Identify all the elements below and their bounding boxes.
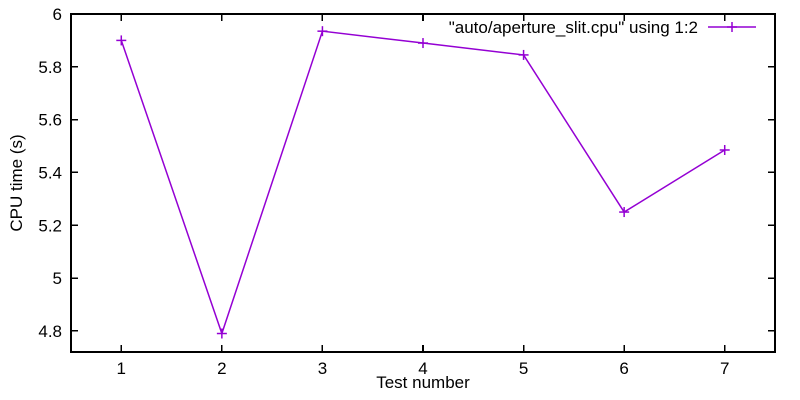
y-tick-label: 5.4 — [38, 163, 62, 182]
data-point-marker — [317, 26, 328, 37]
x-tick-label: 7 — [720, 359, 729, 378]
y-axis-ticks: 4.8 5 5.2 5.4 5.6 5.8 6 — [38, 5, 775, 341]
y-tick-label: 4.8 — [38, 322, 62, 341]
y-tick-label: 5.6 — [38, 111, 62, 130]
x-tick-label: 3 — [318, 359, 327, 378]
data-point-marker — [619, 207, 630, 218]
y-axis-title: CPU time (s) — [7, 134, 26, 231]
data-point-marker — [216, 328, 227, 339]
y-tick-label: 5 — [53, 269, 62, 288]
x-tick-label: 2 — [217, 359, 226, 378]
y-tick-label: 5.8 — [38, 58, 62, 77]
y-tick-label: 6 — [53, 5, 62, 24]
chart-legend: "auto/aperture_slit.cpu" using 1:2 — [449, 18, 756, 37]
data-series-group — [116, 26, 730, 339]
x-axis-title: Test number — [376, 373, 470, 392]
x-tick-label: 5 — [519, 359, 528, 378]
data-point-marker — [719, 144, 730, 155]
data-point-marker — [418, 38, 428, 49]
x-tick-label: 1 — [117, 359, 126, 378]
x-tick-label: 6 — [619, 359, 628, 378]
y-tick-label: 5.2 — [38, 216, 62, 235]
series-line — [120, 30, 726, 336]
plot-frame — [70, 13, 776, 353]
legend-entry-label: "auto/aperture_slit.cpu" using 1:2 — [449, 18, 698, 37]
data-point-marker — [116, 35, 127, 46]
x-axis-ticks: 1 2 3 4 5 6 7 — [117, 14, 729, 378]
data-point-marker — [518, 49, 529, 60]
x-tick-label: 4 — [418, 359, 427, 378]
